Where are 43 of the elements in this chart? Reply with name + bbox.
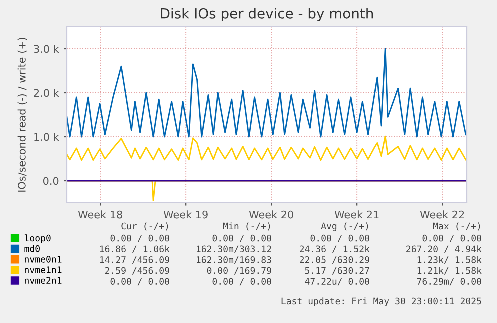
text: 5.17 /630.27: [305, 267, 370, 275]
text: 24.36 / 1.52k: [300, 246, 370, 254]
text: 14.27 /456.09: [100, 256, 170, 264]
line-series: [67, 48, 467, 138]
text: 16.86 / 1.06k: [100, 246, 170, 254]
text: 47.22u/ 0.00: [305, 278, 370, 286]
text: 1.21k/ 1.58k: [418, 267, 482, 275]
x-tick-label: Week 18: [78, 210, 122, 219]
text: 76.29m/ 0.00: [417, 278, 482, 286]
text: 0.00 / 0.00: [110, 278, 170, 286]
legend-label: nvme1n1: [25, 266, 62, 274]
x-tick-label: Week 21: [334, 210, 379, 219]
legend-label: loop0: [24, 234, 51, 244]
text: 267.20 / 4.94k: [406, 246, 482, 254]
text: 22.05 /630.29: [300, 256, 370, 264]
y-tick-label: 0.0: [43, 177, 59, 186]
y-tick-label: 3.0 k: [34, 45, 60, 54]
x-tick-label: Week 20: [249, 210, 294, 219]
text: 0.00 / 0.00: [212, 278, 272, 286]
line-series: [67, 136, 467, 162]
y-axis-title: IOs/second read (-) / write (+): [18, 38, 28, 192]
legend-label: nvme2n1: [25, 277, 62, 284]
text: 0.00 / 0.00: [310, 234, 370, 242]
x-tick-label: Week 19: [164, 210, 208, 219]
text: 0.00 / 0.00: [422, 234, 482, 242]
text: 1.23k/ 1.58k: [418, 256, 482, 264]
legend-label: md0: [24, 245, 40, 252]
text: Avg (-/+): [321, 222, 368, 232]
x-tick-label: Week 22: [420, 210, 464, 219]
text: Cur (-/+): [122, 222, 168, 231]
text: 162.30m/169.83: [196, 256, 272, 264]
text: 0.00 / 0.00: [212, 234, 272, 242]
y-tick-label: 2.0 k: [34, 89, 60, 98]
chart-title: Disk IOs per device - by month: [161, 8, 374, 22]
y-tick-label: 1.0 k: [34, 133, 60, 142]
text: Max (-/+): [433, 222, 480, 231]
text: 0.00 / 0.00: [110, 234, 170, 242]
text: Last update: Fri May 30 23:00:11 2025: [282, 298, 482, 306]
legend-label: nvme0n1: [25, 256, 62, 263]
text: 2.59 /456.09: [105, 267, 170, 275]
text: 162.30m/303.12: [196, 246, 272, 254]
text: 0.00 /169.79: [207, 267, 272, 275]
text: Min (-/+): [223, 222, 270, 231]
